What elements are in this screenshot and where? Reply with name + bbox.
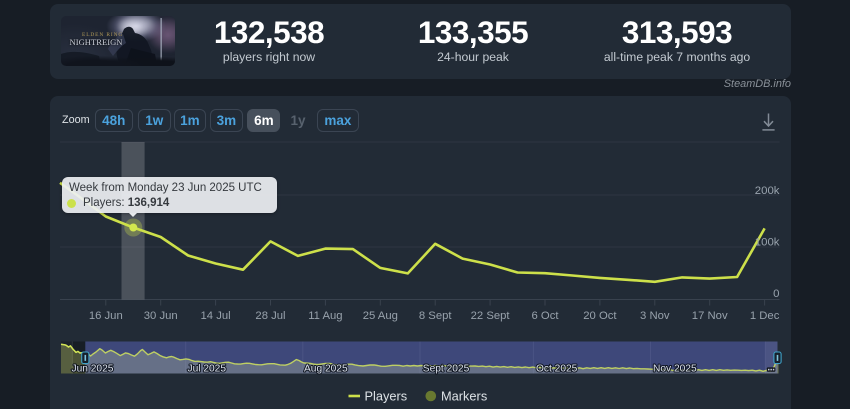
svg-text:14 Jul: 14 Jul xyxy=(201,310,231,322)
svg-text:Nov 2025: Nov 2025 xyxy=(653,364,697,375)
svg-text:Sept 2025: Sept 2025 xyxy=(423,364,470,375)
svg-text:Jul 2025: Jul 2025 xyxy=(188,364,227,375)
svg-text:20 Oct: 20 Oct xyxy=(583,310,617,322)
svg-text:Markers: Markers xyxy=(441,389,487,404)
svg-text:22 Sept: 22 Sept xyxy=(471,310,511,322)
svg-text:Oct 2025: Oct 2025 xyxy=(536,364,578,375)
svg-text:25 Aug: 25 Aug xyxy=(363,310,398,322)
svg-text:3 Nov: 3 Nov xyxy=(640,310,670,322)
svg-text:1 Dec: 1 Dec xyxy=(750,310,780,322)
svg-text:100k: 100k xyxy=(755,237,780,249)
svg-text:11 Aug: 11 Aug xyxy=(308,310,342,322)
svg-text:8 Sept: 8 Sept xyxy=(419,310,453,322)
svg-text:0: 0 xyxy=(773,288,779,300)
svg-text:6 Oct: 6 Oct xyxy=(532,310,560,322)
svg-text:Aug 2025: Aug 2025 xyxy=(304,364,348,375)
svg-text:Players: Players xyxy=(365,389,408,404)
svg-text:200k: 200k xyxy=(755,185,780,197)
svg-text:28 Jul: 28 Jul xyxy=(255,310,285,322)
svg-text:17 Nov: 17 Nov xyxy=(692,310,728,322)
svg-text:16 Jun: 16 Jun xyxy=(89,310,123,322)
svg-text:Jun 2025: Jun 2025 xyxy=(72,364,114,375)
svg-text:30 Jun: 30 Jun xyxy=(144,310,178,322)
